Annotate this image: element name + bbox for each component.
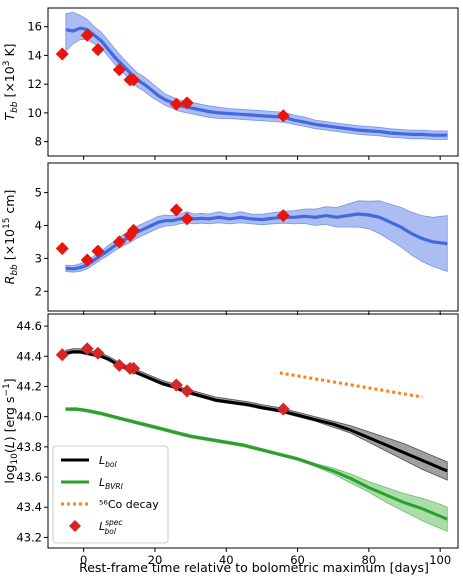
data-point (169, 378, 183, 392)
data-point (169, 203, 183, 217)
plot-frame (47, 7, 459, 157)
data-point (112, 63, 126, 77)
x-tick-label: 100 (429, 553, 451, 567)
data-point (80, 253, 94, 267)
plot-area (55, 342, 448, 533)
series-line (65, 212, 448, 271)
data-point (180, 384, 194, 398)
y-tick-label: 12 (27, 77, 42, 91)
y-axis-label: Tbb [×103 K] (2, 43, 20, 120)
x-tick-label: 20 (148, 553, 163, 567)
y-axis-label: log10(L) [erg s−1] (2, 378, 20, 483)
y-tick-label: 43.2 (16, 530, 42, 544)
y-tick-label: 44.0 (16, 410, 42, 424)
plot-area (55, 11, 448, 140)
uncertainty-band (65, 11, 448, 140)
data-point (127, 223, 141, 237)
y-axis-label: Rbb [×1015 cm] (2, 190, 20, 285)
y-tick-label: 3 (35, 251, 42, 265)
data-point (127, 73, 141, 87)
panel-2: 2 3 4 5 Rbb [×1015 cm] (2, 162, 459, 315)
series-line (65, 26, 448, 137)
plot-area (55, 200, 448, 273)
y-tick-label: 2 (35, 284, 42, 298)
data-point (80, 342, 94, 356)
x-axis-label: Rest-frame time relative to bolometric m… (79, 560, 429, 575)
legend-label: ⁵⁶Co decay (99, 498, 159, 511)
data-point (112, 358, 126, 372)
data-point (80, 28, 94, 42)
data-point (112, 235, 126, 249)
y-tick-label: 43.4 (16, 500, 42, 514)
data-point (91, 346, 105, 360)
x-tick-label: 60 (290, 553, 305, 567)
legend-swatch (69, 520, 81, 532)
data-point (276, 209, 290, 223)
series-line (65, 407, 448, 521)
y-tick-label: 14 (27, 48, 42, 62)
y-tick-label: 10 (27, 106, 42, 120)
legend-label: Lbol (99, 454, 117, 469)
data-point (276, 402, 290, 416)
data-point (276, 109, 290, 123)
uncertainty-band (65, 200, 448, 273)
data-point (55, 242, 69, 256)
y-tick-label: 16 (27, 20, 42, 34)
plot-frame (47, 313, 459, 549)
data-point (169, 97, 183, 111)
y-tick-label: 44.4 (16, 349, 42, 363)
data-point (180, 96, 194, 110)
y-tick-label: 44.6 (16, 319, 42, 333)
legend-label: LBVRI (99, 476, 124, 491)
y-tick-label: 8 (35, 135, 42, 149)
series-line (65, 350, 448, 473)
y-tick-label: 5 (35, 186, 42, 200)
data-point (55, 348, 69, 362)
legend-box (52, 445, 169, 544)
panel-3: 43.2 43.4 43.6 43.8 44.0 44.2 44.4 44.6 0 20 40 60 8… (2, 313, 459, 567)
legend: Lbol LBVRI ⁵⁶Co decay Lspec bol (52, 445, 169, 544)
data-point (91, 244, 105, 258)
y-tick-label: 43.8 (16, 440, 42, 454)
x-tick-label: 40 (219, 553, 234, 567)
plot-frame (47, 162, 459, 312)
data-point (55, 47, 69, 61)
x-tick-label: 0 (80, 553, 87, 567)
data-point (91, 43, 105, 57)
y-tick-label: 44.2 (16, 379, 42, 393)
data-point (180, 212, 194, 226)
y-tick-label: 43.6 (16, 470, 42, 484)
panel-1: 8 10 12 14 16 Tbb [×103 K] (2, 7, 459, 160)
legend-label: Lspec bol (99, 518, 123, 536)
data-point (127, 361, 141, 375)
decay-line (279, 371, 423, 399)
x-tick-label: 80 (362, 553, 377, 567)
y-tick-label: 4 (35, 218, 42, 232)
